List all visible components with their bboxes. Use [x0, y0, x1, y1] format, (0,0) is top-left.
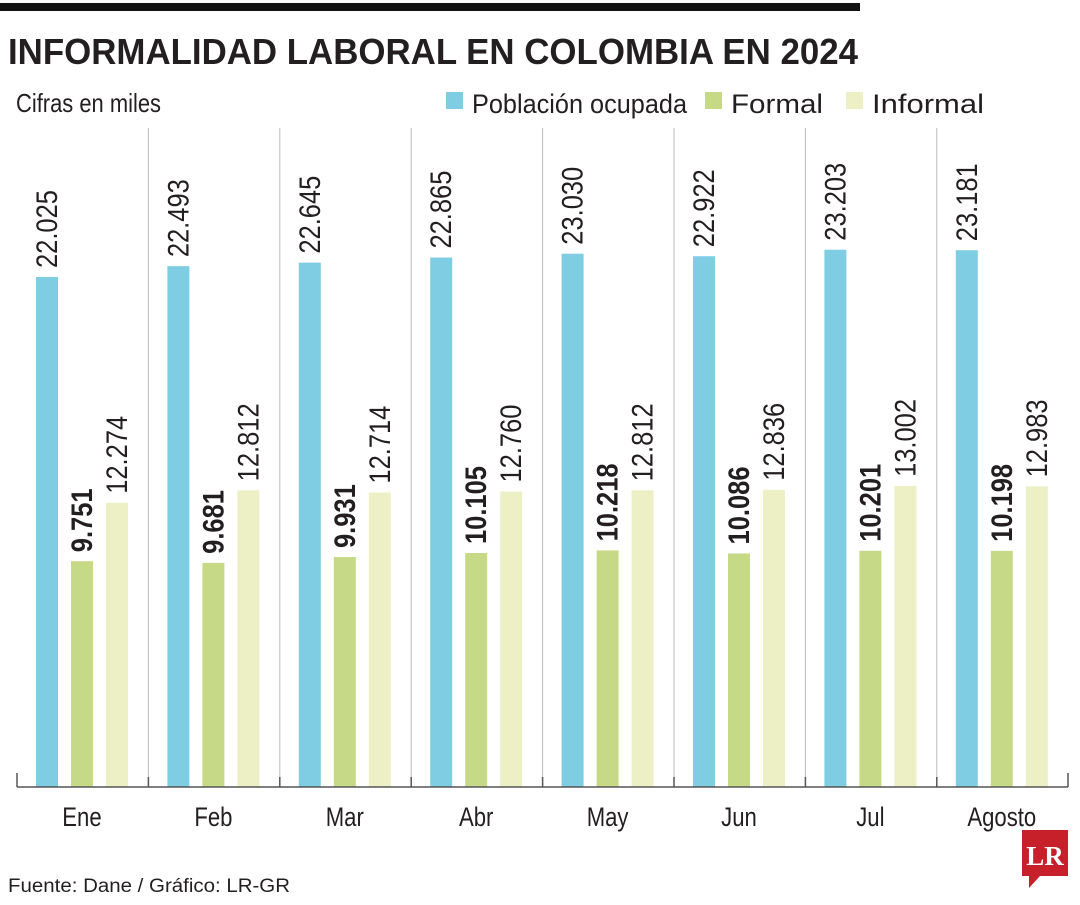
- legend: Población ocupada Formal Informal: [446, 89, 984, 119]
- bar-ocupada: [824, 249, 847, 788]
- bar-formal: [990, 550, 1013, 787]
- bars: 22.0259.75112.27422.4939.68112.81222.645…: [30, 163, 1053, 788]
- legend-swatch: [446, 92, 463, 109]
- bar-informal: [763, 489, 785, 787]
- bar-ocupada: [693, 256, 715, 788]
- data-label: 22.922: [687, 169, 720, 247]
- x-tick-label: Agosto: [967, 803, 1036, 833]
- legend-label: Formal: [731, 89, 823, 119]
- data-label: 10.218: [591, 463, 624, 541]
- bar-informal: [1025, 486, 1048, 787]
- data-label: 12.714: [363, 406, 396, 484]
- top-rule: [0, 3, 860, 11]
- bar-formal: [333, 557, 356, 787]
- bar-ocupada: [36, 277, 58, 787]
- group-dividers: [147, 128, 938, 787]
- bar-informal: [237, 490, 260, 787]
- chart-subtitle: Cifras en miles: [16, 88, 161, 118]
- lr-logo-text: LR: [1026, 841, 1064, 871]
- source-note: Fuente: Dane / Gráfico: LR-GR: [8, 876, 290, 897]
- data-label: 22.025: [30, 190, 63, 268]
- legend-label: Informal: [872, 89, 984, 119]
- data-label: 22.865: [424, 171, 457, 249]
- data-label: 12.983: [1020, 399, 1053, 477]
- bar-ocupada: [955, 250, 978, 787]
- data-label: 12.760: [494, 405, 527, 483]
- bar-ocupada: [561, 253, 584, 788]
- bar-informal: [500, 491, 523, 787]
- x-tick-label: Feb: [194, 803, 232, 833]
- data-label: 10.198: [985, 464, 1018, 542]
- bar-formal: [71, 561, 93, 787]
- data-label: 23.181: [950, 163, 983, 241]
- lr-logo: LR: [1022, 830, 1068, 888]
- x-tick-label: Jul: [856, 803, 884, 833]
- data-label: 9.931: [328, 484, 361, 548]
- bar-formal: [465, 553, 488, 787]
- data-label: 12.812: [626, 403, 659, 481]
- data-label: 12.812: [231, 403, 264, 481]
- legend-swatch: [846, 92, 863, 109]
- data-label: 10.201: [853, 464, 886, 542]
- legend-swatch: [705, 92, 722, 109]
- bar-ocupada: [430, 257, 453, 787]
- data-label: 10.105: [459, 466, 492, 544]
- data-label: 9.681: [196, 490, 229, 554]
- x-tick-label: Mar: [326, 803, 364, 833]
- bar-ocupada: [298, 262, 321, 788]
- bar-formal: [859, 550, 882, 787]
- x-axis: Ene Feb Mar Abr May Jun Jul Agosto: [16, 773, 1069, 833]
- bar-ocupada: [167, 266, 190, 788]
- legend-label: Población ocupada: [472, 89, 688, 119]
- data-label: 23.030: [556, 167, 589, 245]
- data-label: 12.274: [100, 416, 133, 494]
- data-label: 22.493: [161, 179, 194, 257]
- data-label: 10.086: [722, 466, 755, 544]
- x-tick-label: Abr: [459, 803, 493, 833]
- x-tick-label: Jun: [721, 803, 757, 833]
- bar-formal: [596, 550, 619, 787]
- bar-informal: [894, 485, 917, 787]
- bar-informal: [368, 492, 391, 787]
- x-tick-label: May: [587, 803, 629, 833]
- data-label: 13.002: [888, 399, 921, 477]
- chart-title: INFORMALIDAD LABORAL EN COLOMBIA EN 2024: [8, 31, 858, 72]
- data-label: 23.203: [818, 163, 851, 241]
- bar-formal: [202, 562, 225, 787]
- bar-informal: [631, 490, 654, 787]
- data-label: 9.751: [65, 488, 98, 552]
- x-tick-label: Ene: [62, 803, 101, 833]
- bar-formal: [728, 553, 750, 787]
- data-label: 22.645: [293, 176, 326, 254]
- bar-informal: [106, 502, 128, 787]
- data-label: 12.836: [757, 403, 790, 481]
